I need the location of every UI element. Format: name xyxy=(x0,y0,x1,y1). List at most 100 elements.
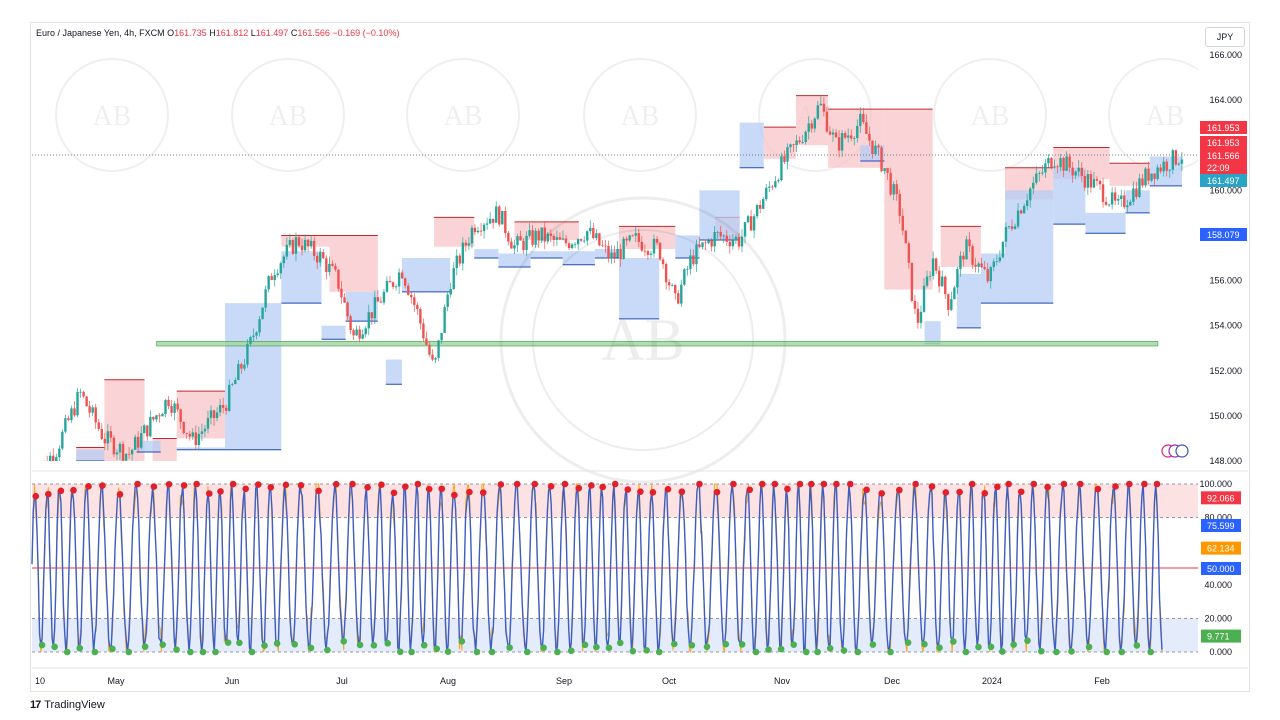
time-axis-label: Nov xyxy=(774,676,791,686)
osc-sell-dot xyxy=(99,482,106,489)
candle-body xyxy=(586,231,589,241)
candle-body xyxy=(215,412,219,419)
candle-body xyxy=(1101,184,1105,202)
osc-buy-dot xyxy=(921,640,928,648)
osc-sell-dot xyxy=(45,490,52,498)
osc-sell-dot xyxy=(414,480,422,488)
candle-body xyxy=(716,231,719,233)
candle-body xyxy=(895,184,898,195)
osc-sell-dot xyxy=(895,486,903,494)
candle-body xyxy=(1071,167,1074,176)
osc-sell-dot xyxy=(588,482,595,489)
watermark-circle xyxy=(583,58,697,172)
price-marker-text: 22:09 xyxy=(1207,163,1230,173)
candle-body xyxy=(798,140,801,143)
candle-body xyxy=(810,123,813,129)
symbol-title[interactable]: Euro / Japanese Yen, 4h, FXCM xyxy=(36,28,165,38)
candle-body xyxy=(737,236,741,247)
tradingview-logo[interactable]: 17 TradingView xyxy=(30,699,105,711)
osc-sell-dot xyxy=(956,488,963,496)
candle-body xyxy=(704,242,707,244)
candle-body xyxy=(807,123,810,132)
candle-body xyxy=(947,294,950,310)
price-chart[interactable]: ABABABABABABABAB166.000164.000162.000160… xyxy=(0,0,1280,700)
candle-body xyxy=(774,181,777,188)
candle-body xyxy=(498,206,501,225)
candle-body xyxy=(613,252,616,258)
candle-body xyxy=(637,233,641,242)
support-box xyxy=(562,251,595,265)
candle-body xyxy=(440,332,443,341)
candle-body xyxy=(70,408,73,421)
candle-body xyxy=(561,238,565,240)
candle-body xyxy=(482,224,486,232)
candle-body xyxy=(228,384,231,411)
osc-sell-dot xyxy=(242,485,249,493)
candle-body xyxy=(1174,150,1178,165)
watermark-text: AB xyxy=(269,101,308,132)
candle-body xyxy=(43,461,45,470)
candle-body xyxy=(261,307,264,320)
candle-body xyxy=(397,272,401,287)
candle-body xyxy=(461,242,465,264)
price-marker-text: 161.566 xyxy=(1207,151,1240,161)
candle-body xyxy=(786,147,789,162)
osc-sell-dot xyxy=(912,480,919,488)
candle-body xyxy=(291,239,295,254)
candle-body xyxy=(334,265,337,270)
chart-frame xyxy=(30,22,1250,692)
candle-body xyxy=(485,223,489,225)
watermark-big-inner xyxy=(532,229,754,451)
osc-sell-dot xyxy=(85,483,92,490)
osc-sell-dot xyxy=(513,480,521,488)
candle-body xyxy=(1135,188,1138,197)
candle-body xyxy=(607,245,610,259)
osc-buy-dot xyxy=(212,648,219,656)
osc-buy-dot xyxy=(904,639,912,646)
candle-body xyxy=(725,235,729,242)
support-box xyxy=(401,258,451,292)
candle-body xyxy=(956,269,959,288)
candle-body xyxy=(1010,226,1014,229)
osc-buy-dot xyxy=(1068,648,1075,655)
candle-body xyxy=(91,407,94,413)
candle-body xyxy=(683,269,686,285)
candle-body xyxy=(103,438,107,444)
candle-body xyxy=(898,194,901,216)
candle-body xyxy=(537,230,540,241)
candle-body xyxy=(294,237,298,254)
candle-body xyxy=(1150,173,1153,181)
candle-body xyxy=(188,433,191,437)
osc-sell-dot xyxy=(624,486,632,493)
watermark-text: AB xyxy=(93,101,132,132)
candle-body xyxy=(109,431,113,438)
osc-sell-dot xyxy=(57,487,65,495)
candle-body xyxy=(504,210,507,233)
candle-body xyxy=(625,238,628,241)
watermark-circle xyxy=(406,58,520,172)
candle-body xyxy=(622,238,625,259)
osc-buy-dot xyxy=(420,641,428,649)
osc-buy-dot xyxy=(187,648,194,656)
candle-body xyxy=(604,245,607,247)
osc-sell-dot xyxy=(282,481,290,489)
candle-body xyxy=(771,186,774,188)
close-value: 161.566 xyxy=(297,28,330,38)
candle-body xyxy=(880,147,883,172)
osc-sell-dot xyxy=(497,481,505,488)
osc-sell-dot xyxy=(846,480,854,488)
watermark-text: AB xyxy=(444,101,483,132)
candle-body xyxy=(185,432,188,434)
candle-body xyxy=(224,407,228,411)
candle-body xyxy=(422,323,425,339)
candle-body xyxy=(859,113,862,126)
candle-body xyxy=(58,448,61,458)
candle-body xyxy=(34,479,36,480)
candle-body xyxy=(352,330,355,336)
candle-body xyxy=(343,297,346,303)
candle-body xyxy=(443,306,446,333)
osc-buy-dot xyxy=(340,637,348,645)
candle-body xyxy=(361,334,364,339)
osc-buy-dot xyxy=(1147,648,1154,656)
currency-button[interactable]: JPY xyxy=(1205,27,1245,47)
